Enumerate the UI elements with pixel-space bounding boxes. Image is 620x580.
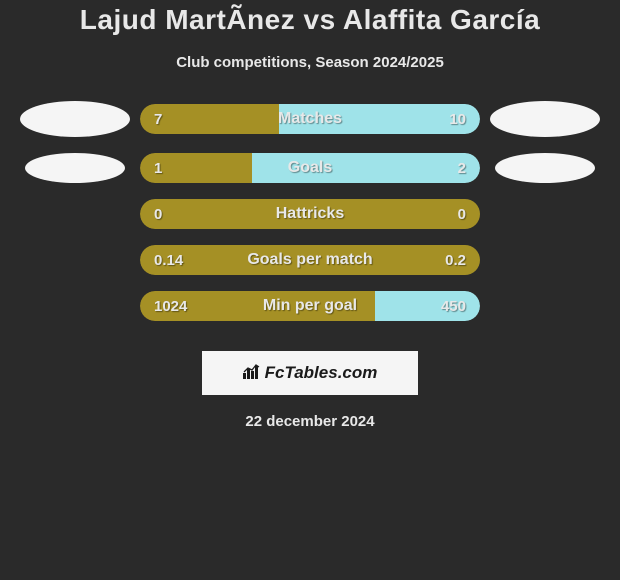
player-right-badge (495, 153, 595, 183)
stat-row: 1024450Min per goal (10, 291, 610, 321)
stat-label: Goals (140, 159, 480, 177)
player-right-badge-col (480, 101, 610, 137)
stat-row: 0.140.2Goals per match (10, 245, 610, 275)
stat-label: Matches (140, 110, 480, 128)
player-right-badge (490, 101, 600, 137)
player-left-badge-col (10, 153, 140, 183)
stat-row: 710Matches (10, 101, 610, 137)
player-left-badge (25, 153, 125, 183)
stat-label: Hattricks (140, 205, 480, 223)
subtitle: Club competitions, Season 2024/2025 (176, 54, 444, 71)
stat-label: Min per goal (140, 297, 480, 315)
brand-text: FcTables.com (265, 363, 378, 383)
comparison-card: Lajud MartÃ­nez vs Alaffita García Club … (0, 0, 620, 430)
brand-box[interactable]: FcTables.com (202, 351, 418, 395)
stat-bar: 1024450Min per goal (140, 291, 480, 321)
stat-bar: 710Matches (140, 104, 480, 134)
stat-label: Goals per match (140, 251, 480, 269)
stat-bar: 0.140.2Goals per match (140, 245, 480, 275)
player-left-badge (20, 101, 130, 137)
stat-bar: 12Goals (140, 153, 480, 183)
player-right-badge-col (480, 153, 610, 183)
stat-row: 12Goals (10, 153, 610, 183)
page-title: Lajud MartÃ­nez vs Alaffita García (80, 4, 540, 36)
date-text: 22 december 2024 (245, 413, 374, 430)
stat-bar: 00Hattricks (140, 199, 480, 229)
stat-row: 00Hattricks (10, 199, 610, 229)
chart-icon (243, 363, 261, 384)
stats-rows: 710Matches 12Goals 00Hattricks 0.140.2Goals… (10, 101, 610, 337)
player-left-badge-col (10, 101, 140, 137)
